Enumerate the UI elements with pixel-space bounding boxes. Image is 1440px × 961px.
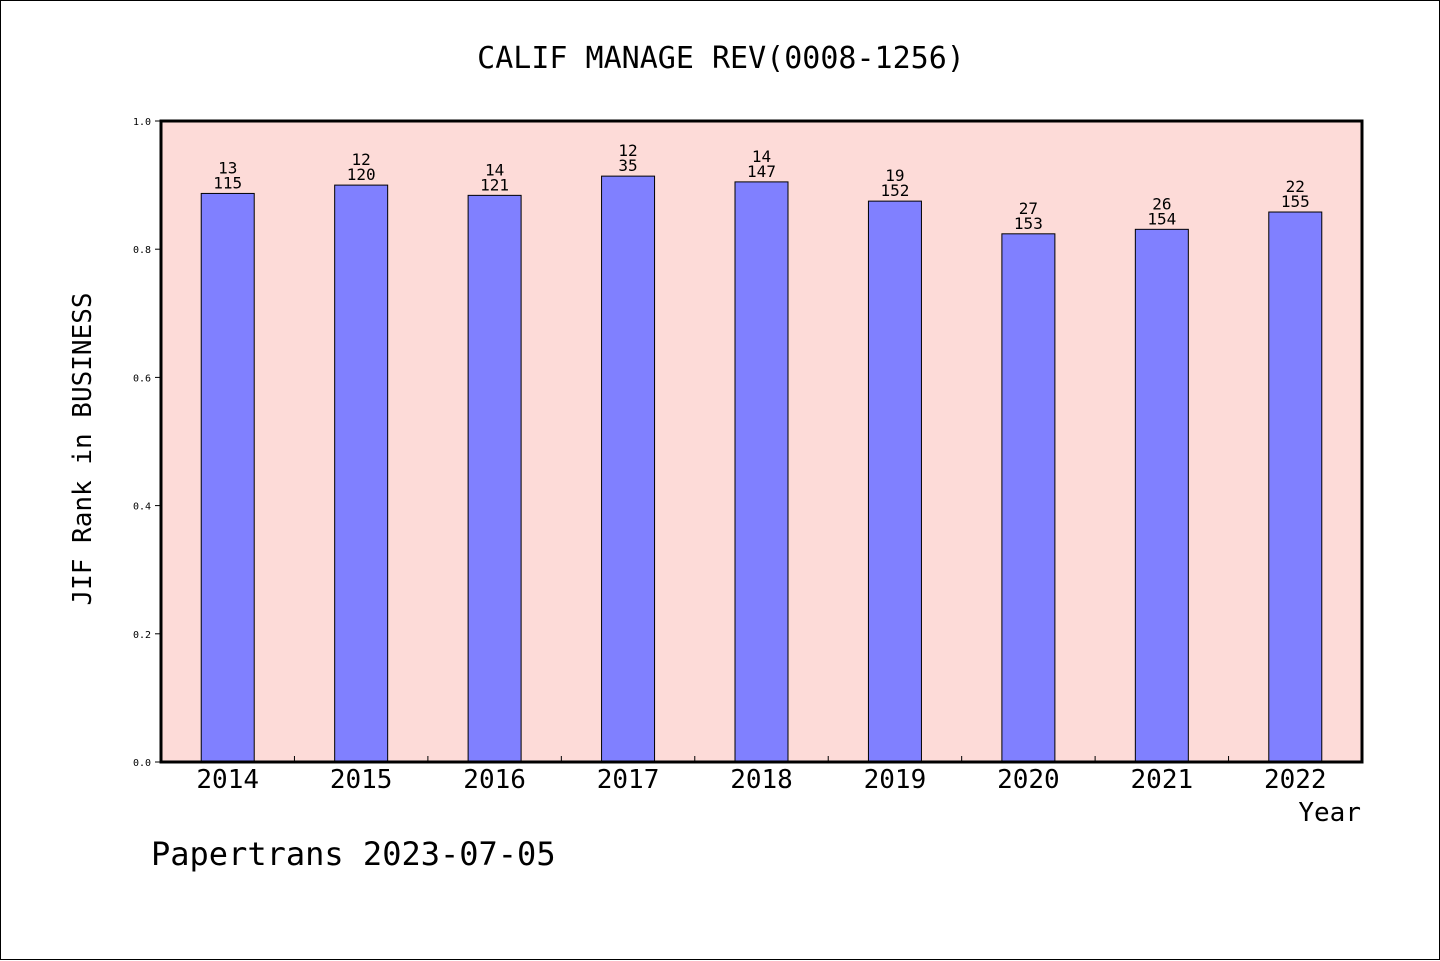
plot-border (159, 119, 1364, 764)
bar-rank-label: 22 (1286, 177, 1305, 196)
x-tick-label: 2020 (997, 765, 1060, 795)
x-tick-label: 2015 (330, 765, 393, 795)
bar-total-label: 155 (1281, 192, 1310, 211)
bar-2020 (1001, 233, 1056, 763)
bar-2018 (734, 181, 789, 763)
footer-text: Papertrans 2023-07-05 (151, 835, 556, 873)
x-tick-label: 2014 (196, 765, 259, 795)
bar-2015 (334, 184, 389, 763)
y-axis-label: JIF Rank in BUSINESS (68, 292, 98, 605)
bar-rank-label: 19 (885, 166, 904, 185)
x-axis: 2014 2015 2016 2017 2018 2019 2020 2021 2022 (196, 756, 1327, 795)
y-tick-label: 0.0 (133, 758, 151, 769)
x-tick-label: 2021 (1131, 765, 1194, 795)
x-tick-label: 2019 (864, 765, 927, 795)
bar-rank-label: 14 (752, 147, 771, 166)
bar-rank-label: 26 (1152, 194, 1171, 213)
bar-total-label: 120 (347, 165, 376, 184)
x-axis-label: Year (1298, 798, 1361, 828)
bar-2017 (601, 175, 656, 763)
bar-rank-label: 12 (618, 141, 637, 160)
y-tick-label: 0.8 (133, 245, 151, 256)
y-tick-label: 0.4 (133, 502, 151, 513)
y-tick-label: 1.0 (133, 117, 151, 128)
bar-total-label: 153 (1014, 214, 1043, 233)
bar-rank-label: 27 (1019, 199, 1038, 218)
bar-rank-label: 13 (218, 158, 237, 177)
bar-rank-label: 12 (352, 150, 371, 169)
bar-2022 (1268, 211, 1323, 763)
bar-2019 (867, 200, 922, 763)
bar-total-label: 115 (213, 173, 242, 192)
x-tick-label: 2022 (1264, 765, 1327, 795)
bar-2016 (467, 194, 522, 763)
bar-total-label: 152 (880, 181, 909, 200)
y-axis: 0.0 0.2 0.4 0.6 0.8 1.0 (133, 117, 161, 769)
x-tick-label: 2016 (463, 765, 526, 795)
bar-rank-label: 14 (485, 160, 504, 179)
bar-2014 (200, 192, 255, 763)
bars-group (200, 175, 1323, 763)
bar-total-label: 154 (1147, 209, 1176, 228)
y-tick-label: 0.2 (133, 630, 151, 641)
bar-total-label: 121 (480, 175, 509, 194)
bar-2021 (1134, 228, 1189, 763)
bar-total-label: 147 (747, 162, 776, 181)
x-tick-label: 2017 (597, 765, 660, 795)
chart-title: CALIF MANAGE REV(0008-1256) (477, 41, 965, 76)
y-tick-label: 0.6 (133, 373, 151, 384)
bar-total-label: 35 (618, 156, 637, 175)
x-tick-label: 2018 (730, 765, 793, 795)
